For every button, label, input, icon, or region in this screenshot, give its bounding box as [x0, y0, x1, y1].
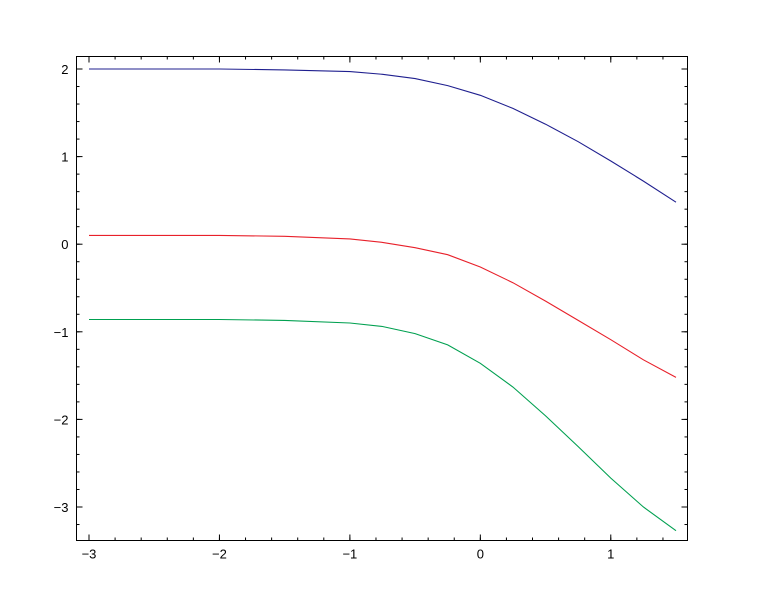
x-tick-label: −2: [212, 547, 227, 562]
x-tick-label: 0: [477, 547, 484, 562]
series-line-2: [89, 234, 677, 378]
y-tick-label: 1: [61, 150, 68, 165]
x-tick-label: −1: [342, 547, 357, 562]
y-tick-label: 0: [61, 237, 68, 252]
y-tick-label: −2: [54, 412, 69, 427]
series-lines: [89, 68, 677, 532]
series-line-1: [89, 68, 677, 203]
axis-tick-labels: −3 −2 −1 0 1 2 1 0 −1 −2 −3: [54, 62, 615, 562]
x-tick-label: −3: [82, 547, 97, 562]
x-tick-label: 1: [607, 547, 614, 562]
y-tick-label: 2: [61, 62, 68, 77]
y-tick-label: −1: [54, 325, 69, 340]
axis-ticks: [76, 56, 688, 541]
plot-frame: [76, 56, 688, 541]
series-line-3: [89, 318, 677, 532]
y-tick-label: −3: [54, 500, 69, 515]
